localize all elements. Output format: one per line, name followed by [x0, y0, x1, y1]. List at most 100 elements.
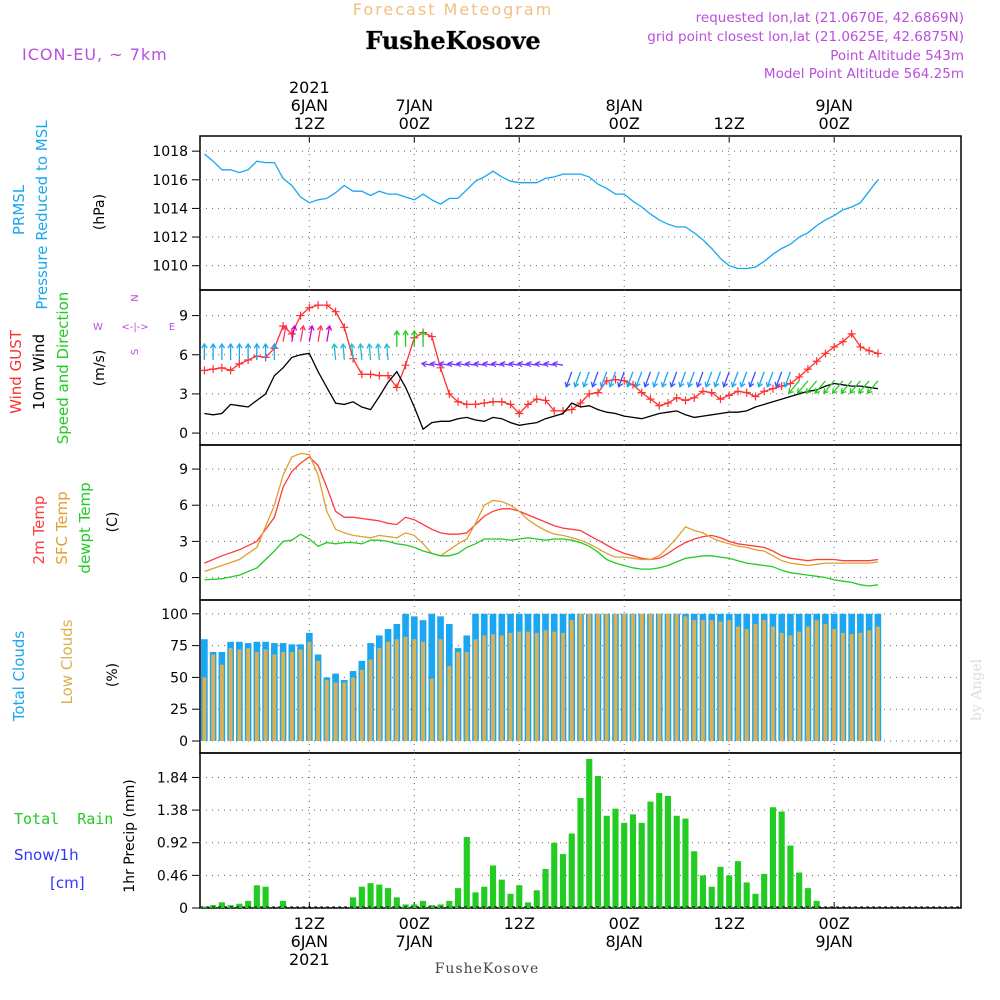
low-cloud-bar: [753, 623, 758, 741]
low-cloud-bar: [202, 677, 207, 741]
low-cloud-bar: [613, 613, 618, 741]
wind-direction-arrow: [386, 343, 389, 361]
rain-bar: [664, 795, 672, 908]
wind-arrow-head: [823, 388, 829, 395]
rain-bar: [717, 866, 724, 908]
snow-legend: Snow/1h: [14, 846, 79, 864]
gust-marker: [821, 349, 830, 358]
wind-direction-arrow: [526, 362, 537, 366]
wind-direction-arrow: [849, 380, 861, 394]
low-cloud-bar: [237, 649, 242, 741]
gust-marker: [847, 329, 856, 338]
rain-bar: [699, 875, 707, 908]
low-cloud-bar: [849, 634, 854, 741]
rain-bar: [280, 900, 287, 908]
low-cloud-bar: [718, 621, 723, 741]
wind-arrow-head: [866, 388, 873, 395]
gust-marker: [532, 395, 541, 404]
pressure-ytick-label: 1010: [152, 259, 188, 275]
rain-bar: [559, 854, 567, 908]
wind-arrow-head: [765, 381, 772, 388]
model-point-altitude: Model Point Altitude 564.25m: [764, 66, 964, 82]
clouds-panel: Total Clouds Low Clouds (%) 0 25 50 75 100: [10, 599, 962, 754]
gust-marker: [226, 366, 235, 375]
pressure-ytick-label: 1012: [152, 230, 188, 246]
rain-bar: [201, 906, 208, 908]
low-cloud-bar: [797, 631, 802, 741]
wind-direction-arrow: [805, 380, 818, 394]
wind-direction-arrow: [749, 371, 757, 387]
temperature-ytick-label: 6: [179, 498, 188, 514]
rain-bar: [577, 798, 584, 908]
gust-marker: [497, 397, 506, 406]
total-clouds-label: Total Clouds: [10, 631, 28, 723]
wind-arrow-head: [774, 381, 781, 388]
wind-direction-arrow: [832, 380, 844, 394]
wind-direction-arrow: [591, 371, 599, 387]
low-cloud-bar: [771, 626, 775, 741]
gust-marker: [305, 303, 314, 312]
precip-unit-label: 1hr Precip (mm): [122, 779, 138, 892]
gust-marker: [873, 349, 882, 358]
temperature-sfc-temp-line: [204, 452, 878, 573]
low-cloud-bar: [709, 620, 714, 741]
low-cloud-bar: [823, 623, 828, 741]
wind-arrow-head: [805, 388, 812, 395]
wind-arrow-head: [608, 381, 615, 388]
temp-dewpt-label: dewpt Temp: [76, 482, 94, 573]
wind-arrow-head: [438, 360, 445, 368]
wind-direction-arrow: [688, 371, 695, 387]
gust-marker: [375, 371, 384, 380]
clouds-ytick-label: 25: [170, 702, 188, 718]
wind-arrow-head: [253, 342, 261, 349]
bottom-time-label: 12Z: [294, 914, 325, 933]
wind-direction-arrow: [723, 371, 730, 387]
gust-marker: [366, 370, 375, 379]
wind-arrow-head: [331, 342, 338, 349]
wind-gust-label: Wind GUST: [7, 329, 25, 414]
rain-bar: [262, 886, 269, 908]
wind-direction-arrow: [758, 371, 765, 387]
low-cloud-bar: [596, 613, 600, 741]
gust-marker: [314, 301, 323, 310]
temp-sfc-label: SFC Temp: [53, 491, 71, 564]
gust-marker: [287, 329, 296, 338]
wind-arrow-head: [348, 342, 356, 349]
wind-direction-arrow: [740, 371, 748, 387]
rain-bar: [568, 833, 575, 908]
gust-marker: [663, 399, 672, 408]
low-cloud-bar: [447, 665, 452, 741]
gust-marker: [681, 396, 690, 405]
rain-bar: [691, 851, 698, 908]
bottom-time-label: 7JAN: [396, 932, 434, 951]
low-cloud-bar: [832, 629, 837, 741]
gust-marker: [506, 400, 515, 409]
rain-bar: [796, 872, 803, 908]
wind-ytick-label: 0: [179, 426, 188, 442]
wind-arrow-head: [357, 342, 364, 349]
bottom-time-label: 6JAN: [291, 932, 329, 951]
low-cloud-bar: [412, 639, 417, 741]
gust-marker: [698, 387, 707, 396]
wind-direction-arrow: [291, 325, 296, 342]
wind-direction-arrow: [544, 362, 555, 366]
rain-bar: [481, 886, 488, 908]
gust-marker: [690, 393, 699, 402]
wind-arrow-head: [534, 360, 541, 368]
bottom-time-label: 00Z: [609, 914, 640, 933]
wind-direction-arrow: [491, 362, 502, 366]
gust-marker: [384, 371, 393, 380]
wind-direction-arrow: [299, 325, 305, 342]
temperature-ytick-label: 0: [179, 571, 188, 587]
wind-direction-arrow: [282, 325, 287, 342]
pressure-ytick-label: 1018: [152, 144, 188, 160]
wind-direction-arrow: [553, 362, 564, 366]
wind-arrow-head: [757, 381, 764, 388]
wind-direction-arrow: [635, 371, 643, 387]
wind-arrow-head: [831, 388, 838, 395]
low-cloud-bar: [499, 635, 504, 741]
rain-bar: [367, 883, 374, 908]
low-cloud-bar: [517, 631, 522, 741]
